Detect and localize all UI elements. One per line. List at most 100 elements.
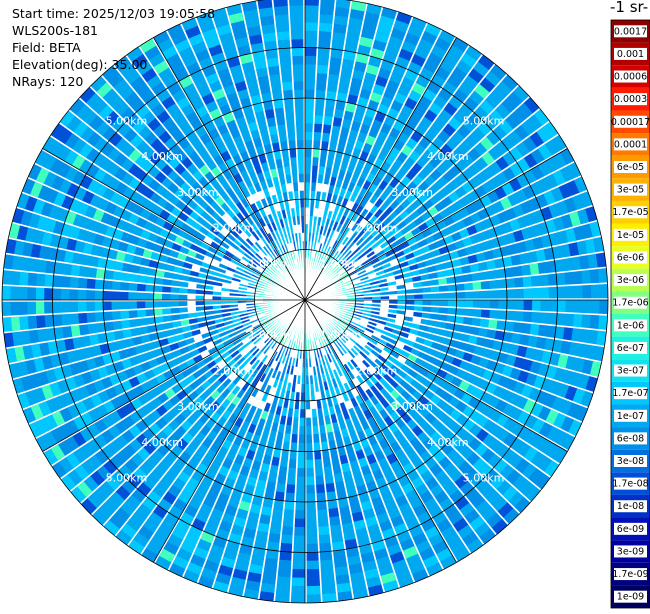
- range-gate: [305, 115, 314, 124]
- range-gate: [305, 5, 319, 14]
- range-gate: [599, 300, 608, 314]
- range-gate: [505, 321, 515, 332]
- range-label: 1.00km: [320, 257, 362, 270]
- range-gate: [563, 327, 573, 340]
- range-gate: [87, 312, 96, 323]
- range-gate: [103, 311, 112, 321]
- range-gate: [294, 81, 304, 90]
- range-gate: [120, 292, 129, 301]
- range-gate: [3, 317, 13, 331]
- range-gate: [590, 269, 600, 283]
- range-gate: [465, 291, 474, 299]
- range-gate: [293, 64, 304, 73]
- range-gate: [305, 165, 311, 174]
- range-gate: [598, 315, 607, 329]
- range-gate: [120, 282, 129, 291]
- range-gate: [300, 409, 305, 418]
- range-gate: [112, 311, 121, 320]
- range-gate: [333, 24, 347, 34]
- range-gate: [513, 322, 523, 333]
- range-gate: [591, 285, 600, 299]
- range-gate: [37, 260, 47, 273]
- range-gate: [61, 314, 70, 326]
- range-gate: [44, 274, 53, 286]
- range-gate: [549, 300, 558, 312]
- range-gate: [305, 0, 319, 6]
- range-gate: [295, 519, 306, 528]
- range-gate: [588, 254, 598, 268]
- range-gate: [111, 301, 120, 310]
- range-gate: [599, 284, 608, 298]
- range-gate: [322, 585, 336, 595]
- range-gate: [549, 287, 558, 299]
- range-gate: [289, 149, 296, 158]
- range-gate: [521, 265, 531, 276]
- range-gate: [297, 460, 305, 469]
- range-gate: [473, 291, 482, 299]
- range-gate: [111, 291, 120, 300]
- range-gate: [305, 14, 318, 23]
- range-gate: [588, 330, 598, 344]
- range-gate: [305, 157, 312, 166]
- colorbar-tick-label: 1.7e-05: [612, 207, 648, 218]
- range-gate: [515, 289, 524, 299]
- range-gate: [471, 272, 480, 281]
- range-gate: [294, 527, 305, 536]
- range-gate: [274, 6, 288, 16]
- range-gate: [574, 286, 583, 299]
- range-gate: [61, 302, 70, 313]
- range-gate: [275, 593, 289, 602]
- range-gate: [506, 311, 515, 321]
- range-gate: [496, 320, 506, 330]
- range-gate: [294, 90, 304, 99]
- range-gate: [275, 108, 285, 118]
- range-label: 1.00km: [320, 329, 362, 342]
- range-gate: [294, 98, 303, 107]
- range-gate: [11, 271, 20, 285]
- range-gate: [488, 270, 498, 280]
- range-gate: [103, 280, 112, 290]
- range-gate: [271, 83, 282, 93]
- range-label: 3.00km: [391, 186, 433, 199]
- range-gate: [481, 281, 490, 290]
- range-gate: [498, 289, 507, 298]
- range-gate: [490, 300, 499, 309]
- range-gate: [61, 289, 70, 300]
- range-gate: [305, 22, 318, 31]
- range-gate: [540, 300, 549, 311]
- range-gate: [276, 585, 290, 594]
- range-gate: [556, 313, 565, 325]
- range-gate: [279, 560, 292, 569]
- range-gate: [316, 493, 326, 502]
- colorbar-tick-label: 6e-05: [617, 162, 644, 173]
- range-gate: [498, 300, 507, 309]
- range-gate: [95, 290, 104, 300]
- range-gate: [307, 535, 318, 544]
- range-gate: [44, 302, 53, 314]
- range-gate: [306, 426, 312, 435]
- range-gate: [540, 287, 549, 298]
- range-label: 2.00km: [213, 222, 255, 235]
- range-gate: [307, 577, 320, 586]
- range-gate: [78, 290, 87, 301]
- range-gate: [292, 569, 305, 578]
- range-gate: [299, 426, 305, 435]
- range-gate: [286, 484, 295, 493]
- range-gate: [170, 301, 179, 307]
- range-gate: [314, 124, 323, 133]
- range-gate: [145, 301, 154, 308]
- range-gate: [305, 31, 317, 40]
- range-gate: [270, 525, 282, 535]
- range-gate: [89, 334, 99, 345]
- range-gate: [591, 300, 600, 314]
- range-gate: [305, 56, 316, 65]
- range-gate: [291, 39, 303, 48]
- range-gate: [472, 282, 481, 291]
- range-gate: [288, 140, 296, 149]
- range-gate: [112, 281, 121, 290]
- range-label: 1.00km: [249, 329, 291, 342]
- range-gate: [276, 23, 289, 32]
- range-gate: [299, 418, 305, 427]
- range-gate: [330, 525, 342, 535]
- range-gate: [104, 270, 114, 280]
